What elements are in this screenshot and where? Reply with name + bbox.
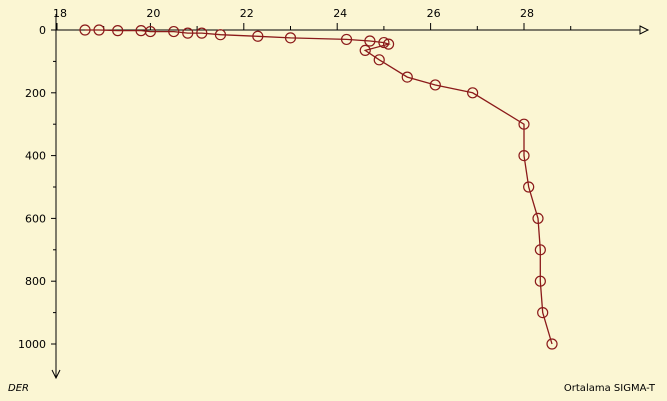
- series-line: [85, 29, 553, 345]
- x-axis-label: Ortalama SIGMA-T: [564, 383, 656, 394]
- data-point: [284, 32, 297, 44]
- y-tick-label: 600: [25, 212, 46, 225]
- data-point: [518, 150, 530, 162]
- data-point: [546, 338, 558, 350]
- data-point: [534, 244, 546, 256]
- data-point: [401, 71, 413, 83]
- x-tick-label: 26: [427, 7, 441, 20]
- data-point: [518, 118, 530, 130]
- y-tick-label: 800: [25, 275, 46, 288]
- y-tick-label: 0: [39, 24, 46, 37]
- data-point: [467, 87, 479, 99]
- x-tick-label: 20: [146, 7, 160, 20]
- data-point: [373, 54, 385, 66]
- y-axis-label: DER: [8, 383, 29, 394]
- data-point: [214, 29, 227, 41]
- y-tick-label: 400: [25, 150, 46, 163]
- data-point: [532, 212, 544, 224]
- data-point: [537, 307, 549, 319]
- x-tick-label: 18: [53, 7, 67, 20]
- data-point: [79, 24, 91, 36]
- data-point: [359, 44, 371, 57]
- data-point: [93, 24, 105, 36]
- data-point: [429, 79, 441, 91]
- x-axis-arrow: [639, 25, 650, 35]
- data-point: [523, 181, 535, 193]
- data-point: [182, 27, 194, 39]
- data-point: [378, 36, 390, 49]
- data-point: [112, 25, 124, 37]
- x-tick-label: 24: [333, 7, 347, 20]
- data-point: [196, 27, 208, 39]
- ticks: 18 20 22 24 26 28 0 200 400 600 800 1000: [18, 7, 572, 351]
- data-point: [144, 25, 156, 38]
- x-tick-label: 28: [520, 7, 534, 20]
- data-point: [364, 35, 376, 47]
- data-point: [382, 38, 395, 50]
- data-point: [340, 33, 353, 46]
- x-tick-label: 22: [240, 7, 254, 20]
- y-tick-label: 1000: [18, 338, 46, 351]
- data-point: [168, 25, 180, 38]
- data-point: [534, 275, 546, 287]
- y-axis-arrow: [51, 369, 61, 380]
- data-point: [252, 30, 264, 42]
- series-markers: [79, 24, 558, 350]
- axes: [51, 14, 650, 380]
- y-tick-label: 200: [25, 87, 46, 100]
